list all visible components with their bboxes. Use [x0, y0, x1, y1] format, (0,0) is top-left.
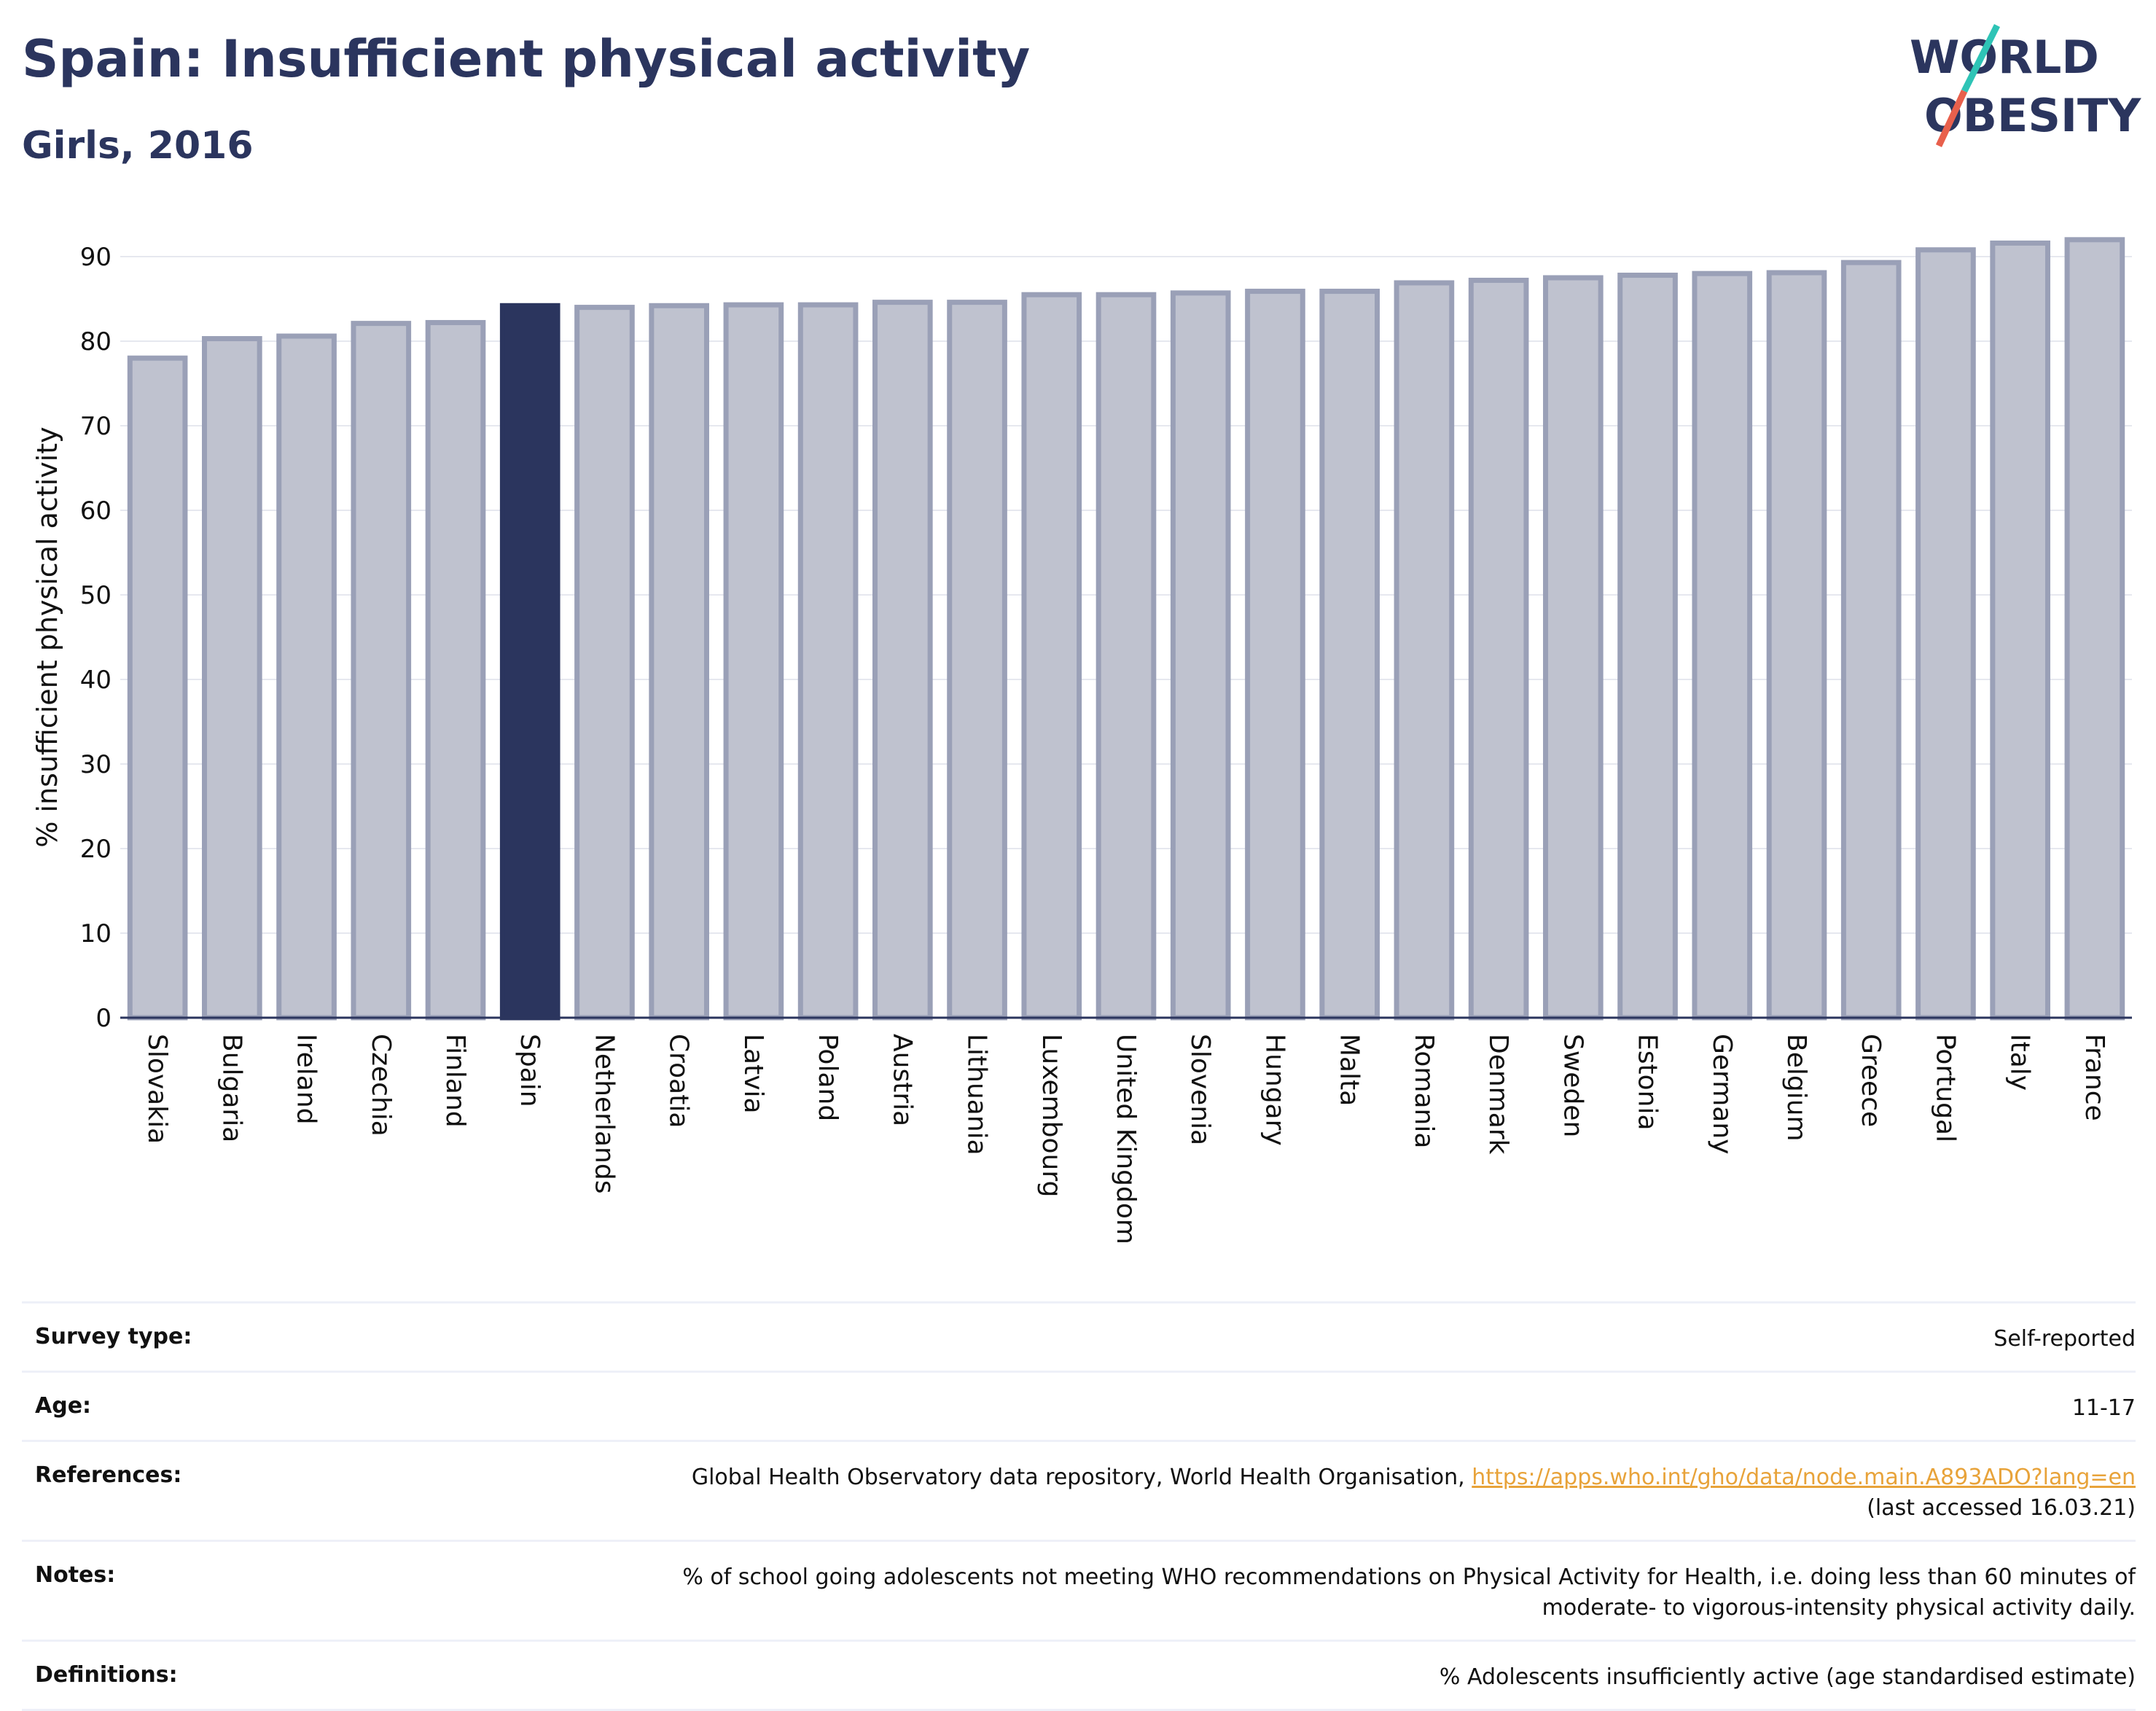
- bar-romania: [1394, 280, 1455, 1021]
- y-tick-label: 80: [80, 327, 112, 356]
- survey-type-label: Survey type:: [35, 1324, 192, 1349]
- bar-germany: [1692, 270, 1753, 1021]
- bar-ireland: [276, 333, 337, 1021]
- y-tick-label: 60: [80, 496, 112, 526]
- x-tick-label: United Kingdom: [1111, 1034, 1141, 1244]
- x-tick-label: Croatia: [664, 1034, 694, 1128]
- bar-estonia: [1617, 273, 1678, 1021]
- y-axis-label: % insufficient physical activity: [31, 426, 63, 847]
- x-tick-label: Romania: [1409, 1034, 1439, 1148]
- x-tick-label: Sweden: [1558, 1034, 1587, 1137]
- bar-netherlands: [574, 305, 635, 1021]
- y-tick-label: 0: [95, 1004, 112, 1033]
- references-value: Global Health Observatory data repositor…: [692, 1462, 2136, 1524]
- x-tick-label: Estonia: [1633, 1034, 1663, 1131]
- references-accessed: (last accessed 16.03.21): [1867, 1495, 2136, 1521]
- notes-value: % of school going adolescents not meetin…: [682, 1562, 2136, 1624]
- page-title: Spain: Insufficient physical activity: [22, 29, 1031, 89]
- y-tick-label: 30: [80, 750, 112, 779]
- x-tick-label: Finland: [440, 1034, 470, 1128]
- world-obesity-logo: WORLD OBESITY: [1910, 23, 2141, 147]
- meta-row-definitions: Definitions: % Adolescents insufficientl…: [22, 1640, 2136, 1711]
- bar-croatia: [649, 303, 709, 1021]
- references-text: Global Health Observatory data repositor…: [691, 1465, 1465, 1490]
- y-tick-label: 70: [80, 412, 112, 441]
- bar-france: [2064, 237, 2125, 1021]
- x-tick-label: Poland: [813, 1034, 843, 1121]
- logo-slash-bottom: [1935, 90, 1968, 147]
- page-subtitle: Girls, 2016: [22, 124, 254, 168]
- x-tick-label: Luxembourg: [1036, 1034, 1066, 1197]
- notes-line1: % of school going adolescents not meetin…: [682, 1564, 2136, 1590]
- y-tick-label: 50: [80, 581, 112, 610]
- x-tick-label: Latvia: [738, 1034, 768, 1114]
- bar-slovenia: [1170, 290, 1231, 1021]
- bar-united-kingdom: [1095, 292, 1157, 1021]
- x-tick-label: Spain: [515, 1034, 544, 1107]
- y-tick-label: 90: [80, 243, 112, 272]
- x-tick-label: Belgium: [1781, 1034, 1811, 1142]
- x-tick-label: Czechia: [366, 1034, 396, 1137]
- notes-label: Notes:: [35, 1562, 116, 1588]
- x-tick-label: Portugal: [1930, 1034, 1960, 1142]
- meta-row-notes: Notes: % of school going adolescents not…: [22, 1540, 2136, 1640]
- age-label: Age:: [35, 1393, 92, 1419]
- metadata-table: Survey type: Self-reported Age: 11-17 Re…: [22, 1301, 2136, 1711]
- y-tick-label: 20: [80, 835, 112, 864]
- logo-slash-top: [1961, 23, 2001, 93]
- bar-italy: [1990, 240, 2050, 1021]
- logo-line1: WORLD: [1910, 31, 2099, 84]
- notes-line2: moderate- to vigorous-intensity physical…: [1542, 1595, 2136, 1621]
- x-tick-label: Greece: [1856, 1034, 1886, 1127]
- x-tick-label: Hungary: [1259, 1034, 1289, 1146]
- bar-lithuania: [947, 300, 1007, 1021]
- bar-sweden: [1543, 275, 1604, 1021]
- references-link[interactable]: https://apps.who.int/gho/data/node.main.…: [1472, 1465, 2136, 1490]
- x-tick-label: Denmark: [1483, 1034, 1513, 1155]
- bar-austria: [872, 300, 933, 1021]
- x-tick-label: Netherlands: [589, 1034, 619, 1193]
- bar-belgium: [1766, 270, 1827, 1021]
- y-tick-label: 10: [80, 919, 112, 948]
- x-tick-label: France: [2079, 1034, 2109, 1121]
- x-tick-label: Malta: [1335, 1034, 1364, 1106]
- age-value: 11-17: [2071, 1395, 2136, 1421]
- references-label: References:: [35, 1462, 182, 1488]
- bar-greece: [1840, 260, 1902, 1021]
- bar-latvia: [723, 302, 784, 1021]
- definitions-value: % Adolescents insufficiently active (age…: [1439, 1664, 2136, 1690]
- x-tick-label: Austria: [887, 1034, 917, 1126]
- definitions-label: Definitions:: [35, 1662, 178, 1688]
- meta-row-references: References: Global Health Observatory da…: [22, 1440, 2136, 1540]
- survey-type-value: Self-reported: [1993, 1326, 2136, 1352]
- bar-bulgaria: [202, 336, 262, 1021]
- bar-luxembourg: [1021, 292, 1082, 1021]
- x-tick-label: Bulgaria: [216, 1034, 246, 1142]
- x-tick-label: Lithuania: [962, 1034, 992, 1155]
- bar-denmark: [1468, 277, 1529, 1021]
- bar-hungary: [1245, 289, 1305, 1021]
- bar-finland: [425, 319, 486, 1021]
- bar-czechia: [351, 321, 412, 1021]
- bar-portugal: [1915, 247, 1976, 1021]
- x-tick-label: Slovenia: [1185, 1034, 1215, 1145]
- x-tick-label: Ireland: [292, 1034, 321, 1125]
- bar-chart: 0 10 20 30 40 50 60 70 80 90 % insufficient physic…: [31, 237, 2132, 1244]
- bar-poland: [797, 302, 859, 1021]
- x-tick-label: Slovakia: [142, 1034, 172, 1144]
- bar-malta: [1319, 289, 1380, 1021]
- x-tick-label: Germany: [1707, 1034, 1737, 1154]
- y-tick-label: 40: [80, 666, 112, 695]
- bar-slovakia: [127, 355, 188, 1021]
- x-tick-label: Italy: [2005, 1034, 2035, 1091]
- meta-row-survey-type: Survey type: Self-reported: [22, 1301, 2136, 1371]
- meta-row-age: Age: 11-17: [22, 1371, 2136, 1440]
- bar-spain: [499, 303, 561, 1021]
